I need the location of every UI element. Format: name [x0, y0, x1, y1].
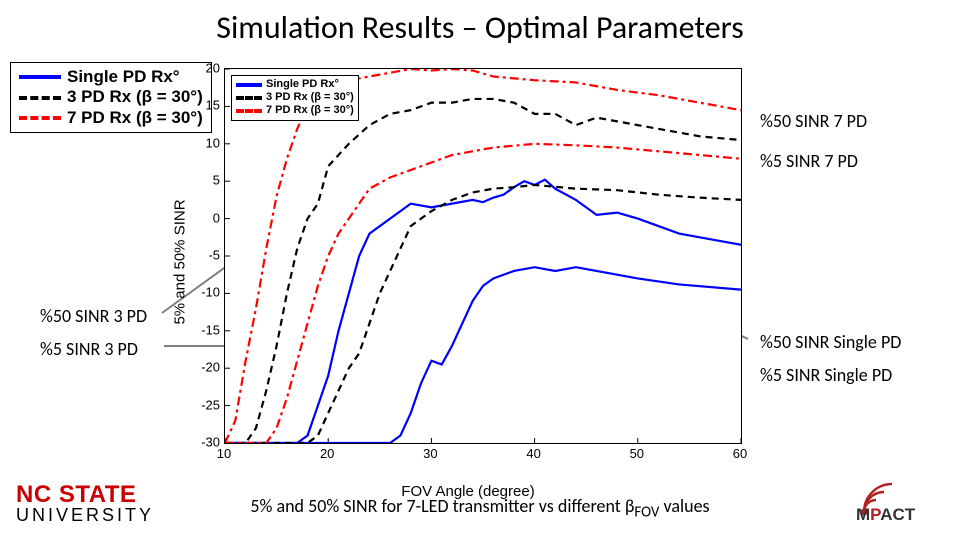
- caption-prefix: 5% and 50% SINR for 7-LED transmitter vs…: [250, 495, 634, 517]
- ncstate-logo-line2: UNIVERSITY: [16, 505, 154, 526]
- slide-title: Simulation Results – Optimal Parameters: [0, 8, 960, 47]
- chart: 5% and 50% SINR Single PD Rx°3 PD Rx (β …: [188, 62, 748, 462]
- caption: 5% and 50% SINR for 7-LED transmitter vs…: [250, 495, 709, 522]
- ncstate-logo: NC STATE UNIVERSITY: [16, 481, 154, 526]
- chart-canvas: [225, 69, 741, 443]
- caption-suffix: values: [659, 495, 709, 517]
- svg-text:MPACT: MPACT: [856, 505, 916, 522]
- caption-sub: FOV: [634, 504, 659, 522]
- plot-area: Single PD Rx°3 PD Rx (β = 30°)7 PD Rx (β…: [224, 68, 742, 444]
- slide: Simulation Results – Optimal Parameters …: [0, 0, 960, 540]
- y-axis-label: 5% and 50% SINR: [172, 199, 189, 324]
- legend-internal: Single PD Rx°3 PD Rx (β = 30°)7 PD Rx (β…: [231, 75, 359, 121]
- mpact-logo: MPACT: [852, 476, 942, 522]
- legend-external: Single PD Rx°3 PD Rx (β = 30°)7 PD Rx (β…: [10, 62, 212, 133]
